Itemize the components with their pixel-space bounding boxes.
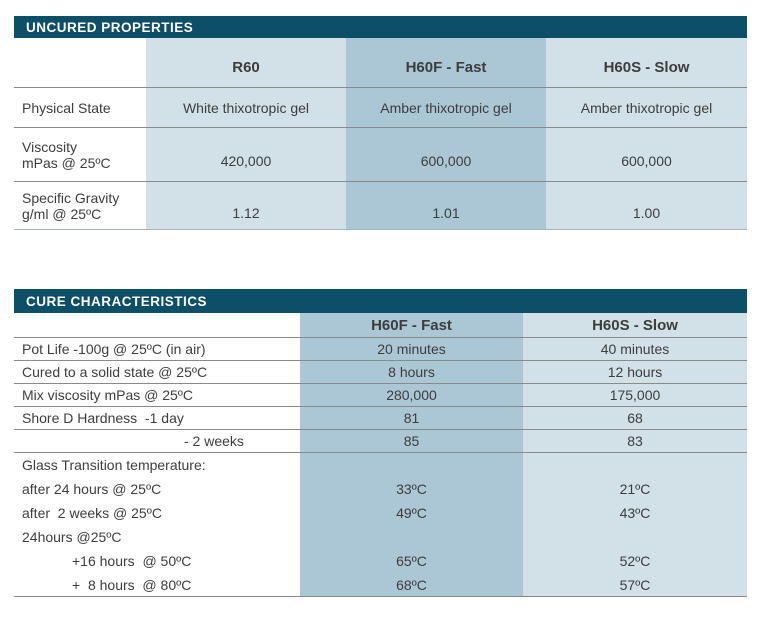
uncured-properties-table: UNCURED PROPERTIES R60 H60F - Fast H60S … xyxy=(14,16,747,230)
cell-value: Amber thixotropic gel xyxy=(346,88,546,127)
table-row: Cured to a solid state @ 25ºC 8 hours 12… xyxy=(14,361,747,384)
cell-value: 43ºC xyxy=(523,501,747,525)
row-label: Cured to a solid state @ 25ºC xyxy=(22,364,208,380)
uncured-header-row: R60 H60F - Fast H60S - Slow xyxy=(14,38,747,88)
table-row: - 2 weeks 85 83 xyxy=(14,430,747,453)
row-label: after 2 weeks @ 25ºC xyxy=(22,505,162,521)
cell-value xyxy=(523,453,747,477)
cell-value: 420,000 xyxy=(146,128,346,181)
cell-value: 68ºC xyxy=(300,573,523,596)
table-row: Shore D Hardness -1 day 81 68 xyxy=(14,407,747,430)
cure-title: CURE CHARACTERISTICS xyxy=(26,293,208,309)
table-row: Viscosity mPas @ 25ºC 420,000 600,000 60… xyxy=(14,128,747,182)
table-row: after 2 weeks @ 25ºC 49ºC 43ºC xyxy=(14,501,747,525)
uncured-header-spacer xyxy=(14,38,146,87)
table-row: Mix viscosity mPas @ 25ºC 280,000 175,00… xyxy=(14,384,747,407)
column-header-h60f: H60F - Fast xyxy=(346,38,546,87)
cell-value: 33ºC xyxy=(300,477,523,501)
cell-value: 40 minutes xyxy=(523,338,747,360)
row-label: after 24 hours @ 25ºC xyxy=(22,481,162,497)
row-label: + 8 hours @ 80ºC xyxy=(72,576,192,593)
row-label: 24hours @25ºC xyxy=(22,529,122,545)
cell-value: 57ºC xyxy=(523,573,747,596)
cell-value: 68 xyxy=(523,407,747,429)
uncured-title: UNCURED PROPERTIES xyxy=(26,19,194,35)
column-header-h60s: H60S - Slow xyxy=(546,38,747,87)
cell-value: 83 xyxy=(523,430,747,452)
cell-value xyxy=(300,453,523,477)
row-label: Mix viscosity mPas @ 25ºC xyxy=(22,387,194,403)
table-row: after 24 hours @ 25ºC 33ºC 21ºC xyxy=(14,477,747,501)
table-row: +16 hours @ 50ºC 65ºC 52ºC xyxy=(14,549,747,573)
column-header-r60: R60 xyxy=(146,38,346,87)
cell-value: 85 xyxy=(300,430,523,452)
cell-value: 1.01 xyxy=(346,182,546,229)
table-row: 24hours @25ºC xyxy=(14,525,747,549)
cell-value xyxy=(300,525,523,549)
table-row: Pot Life -100g @ 25ºC (in air) 20 minute… xyxy=(14,338,747,361)
table-row: + 8 hours @ 80ºC 68ºC 57ºC xyxy=(14,573,747,597)
cure-header-spacer xyxy=(14,313,300,337)
row-label: Glass Transition temperature: xyxy=(22,457,206,473)
cell-value: 8 hours xyxy=(300,361,523,383)
row-label: Shore D Hardness -1 day xyxy=(22,410,184,426)
table-row: Specific Gravity g/ml @ 25ºC 1.12 1.01 1… xyxy=(14,182,747,230)
cell-value: White thixotropic gel xyxy=(146,88,346,127)
cell-value: 600,000 xyxy=(346,128,546,181)
row-label: Specific Gravity g/ml @ 25ºC xyxy=(22,189,120,222)
cell-value: 1.00 xyxy=(546,182,747,229)
row-label: Pot Life -100g @ 25ºC (in air) xyxy=(22,341,206,357)
cell-value: 175,000 xyxy=(523,384,747,406)
column-header-h60s: H60S - Slow xyxy=(523,313,747,337)
cell-value: 21ºC xyxy=(523,477,747,501)
cell-value: 12 hours xyxy=(523,361,747,383)
cure-title-bar: CURE CHARACTERISTICS xyxy=(14,289,747,313)
row-label: - 2 weeks xyxy=(184,433,244,449)
cell-value xyxy=(523,525,747,549)
cure-characteristics-table: CURE CHARACTERISTICS H60F - Fast H60S - … xyxy=(14,289,747,597)
uncured-title-bar: UNCURED PROPERTIES xyxy=(14,16,747,38)
cell-value: 20 minutes xyxy=(300,338,523,360)
cure-header-row: H60F - Fast H60S - Slow xyxy=(14,313,747,338)
table-row: Glass Transition temperature: xyxy=(14,453,747,477)
cell-value: 1.12 xyxy=(146,182,346,229)
row-label: Viscosity mPas @ 25ºC xyxy=(22,138,111,171)
cell-value: 280,000 xyxy=(300,384,523,406)
row-label: +16 hours @ 50ºC xyxy=(72,553,192,569)
row-label: Physical State xyxy=(22,99,111,116)
cell-value: 600,000 xyxy=(546,128,747,181)
cell-value: Amber thixotropic gel xyxy=(546,88,747,127)
table-row: Physical State White thixotropic gel Amb… xyxy=(14,88,747,128)
cell-value: 49ºC xyxy=(300,501,523,525)
cell-value: 52ºC xyxy=(523,549,747,573)
cell-value: 65ºC xyxy=(300,549,523,573)
column-header-h60f: H60F - Fast xyxy=(300,313,523,337)
cell-value: 81 xyxy=(300,407,523,429)
